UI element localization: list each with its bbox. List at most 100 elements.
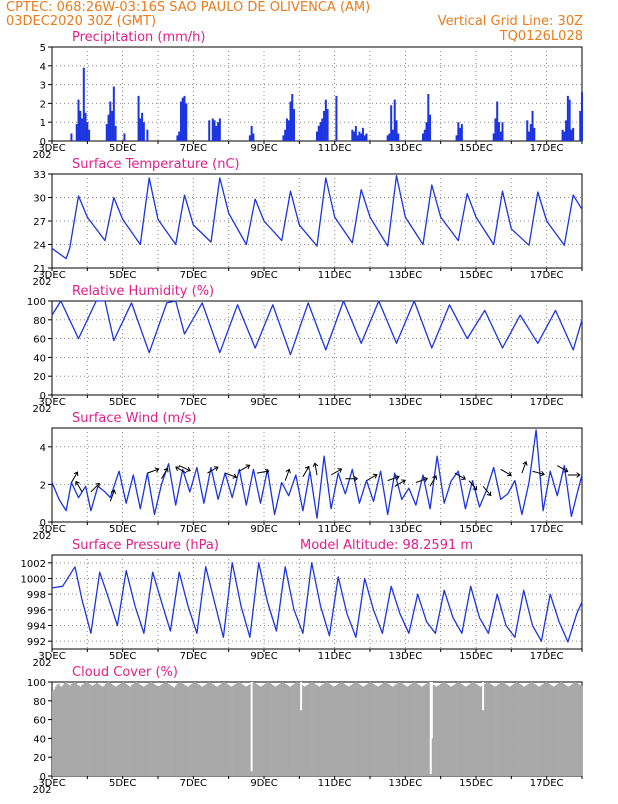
cloud-bar [189, 684, 192, 776]
temperature-panel: Surface Temperature (nC) 21 24 27 30 33 3DEC 5… [32, 157, 583, 288]
x-tick-label: 15DEC [459, 524, 493, 535]
precip-bar [282, 135, 285, 141]
series-line [51, 174, 583, 260]
x-tick-label: 17DEC [530, 651, 564, 662]
cloud-bar [62, 684, 65, 776]
cloud-bar [438, 684, 441, 776]
cloud-bar [196, 683, 199, 776]
y-tick-label: 0 [40, 518, 46, 529]
cloud-bar [466, 685, 469, 776]
y-tick-label: 2 [40, 480, 46, 491]
series-line [51, 562, 583, 643]
cloud-bar [523, 686, 526, 776]
cloud-bar [406, 686, 409, 776]
cloud-bar [312, 682, 315, 776]
wind-arrow-head [285, 468, 291, 474]
x-tick-label: 15DEC [459, 651, 493, 662]
cloud-bar [557, 683, 559, 776]
cloud-bar [255, 683, 258, 776]
y-tick-label: 992 [27, 637, 46, 648]
cloud-bar [543, 682, 546, 776]
precip-bar [317, 125, 320, 141]
cloud-bar [117, 684, 120, 776]
cloud-bar [242, 684, 245, 776]
wind-arrow-head [472, 485, 478, 491]
precip-bar [215, 125, 218, 141]
precip-bar [388, 133, 391, 141]
precip-bar [501, 122, 504, 141]
precip-bar [321, 118, 324, 141]
panel-frame [51, 554, 583, 650]
y-tick-label: 0 [40, 137, 46, 148]
cloud-bar [479, 686, 482, 776]
cloud-bar [319, 685, 322, 776]
wind-arrow [178, 465, 191, 472]
cloud-bar [248, 684, 250, 776]
cloud-bar [346, 685, 349, 776]
cloud-bar [264, 683, 267, 776]
cloud-bar [391, 686, 394, 776]
precip-bar [460, 124, 463, 141]
cloud-bar [482, 684, 485, 776]
wind-arrow-head [245, 464, 251, 470]
cloud-bar [100, 685, 103, 776]
cloud-bar [494, 686, 496, 776]
x-year-label: 202 [32, 531, 51, 542]
precip-bar [291, 94, 294, 141]
x-tick-label: 15DEC [459, 270, 493, 281]
temperature-title: Surface Temperature (nC) [72, 157, 240, 172]
cloud-bar [270, 683, 272, 776]
precip-bar [492, 133, 495, 141]
wind-arrow-head [73, 471, 79, 477]
cloud-bar [116, 685, 119, 776]
cloud-bar [226, 683, 228, 776]
x-tick-label: 11DEC [318, 143, 352, 154]
cloud-bar [154, 684, 157, 776]
y-tick-label: 24 [33, 241, 46, 252]
cloud-bar [172, 686, 174, 776]
precip-bar [323, 110, 326, 141]
cloud-bar [457, 682, 460, 776]
precip-bar [112, 86, 115, 141]
cloud-bar [318, 686, 321, 776]
cloud-bar [314, 683, 316, 776]
precip-bar [459, 127, 462, 141]
x-tick-label: 9DEC [250, 143, 277, 154]
cloud-bar [508, 686, 511, 776]
cloud-bar [85, 682, 88, 776]
cloud-bar [65, 682, 67, 776]
cloud-bar [459, 682, 461, 776]
cloud-bar [325, 682, 328, 776]
cloud-bar [340, 682, 343, 776]
x-tick-label: 11DEC [318, 778, 352, 789]
precip-bar [457, 122, 460, 141]
cloud-bar [138, 683, 141, 776]
cloud-bar [488, 682, 491, 776]
x-tick-label: 3DEC [38, 270, 65, 281]
cloud-bar [249, 683, 252, 776]
cloud-bar [461, 684, 464, 776]
cloud-bar [54, 686, 57, 776]
model-altitude: Model Altitude: 98.2591 m [300, 538, 473, 553]
wind-arrow [239, 464, 250, 472]
cloud-bar [233, 684, 236, 776]
precip-bar [390, 105, 393, 141]
x-tick-label: 3DEC [38, 524, 65, 535]
cloud-bar [276, 685, 278, 776]
cloud-bar [520, 684, 523, 776]
cloud-bar [256, 684, 259, 776]
wind-arrow-head [264, 468, 270, 475]
precipitation-panel: Precipitation (mm/h) 0 1 2 3 4 5 3DEC 5DEC 7DEC 9… [32, 30, 583, 161]
precip-bar [326, 109, 329, 141]
cloud-bar [412, 682, 414, 776]
cloud-bar [398, 682, 401, 776]
x-tick-label: 7DEC [180, 651, 207, 662]
cloud-bar [265, 682, 268, 776]
cloud-bar [79, 686, 82, 776]
cloud-bar [334, 685, 337, 776]
wind-arrow [454, 472, 466, 480]
wind-arrow-head [213, 466, 219, 471]
wind-arrow [394, 479, 406, 487]
cloud-bar [532, 682, 534, 776]
cloud-bar [283, 682, 286, 776]
